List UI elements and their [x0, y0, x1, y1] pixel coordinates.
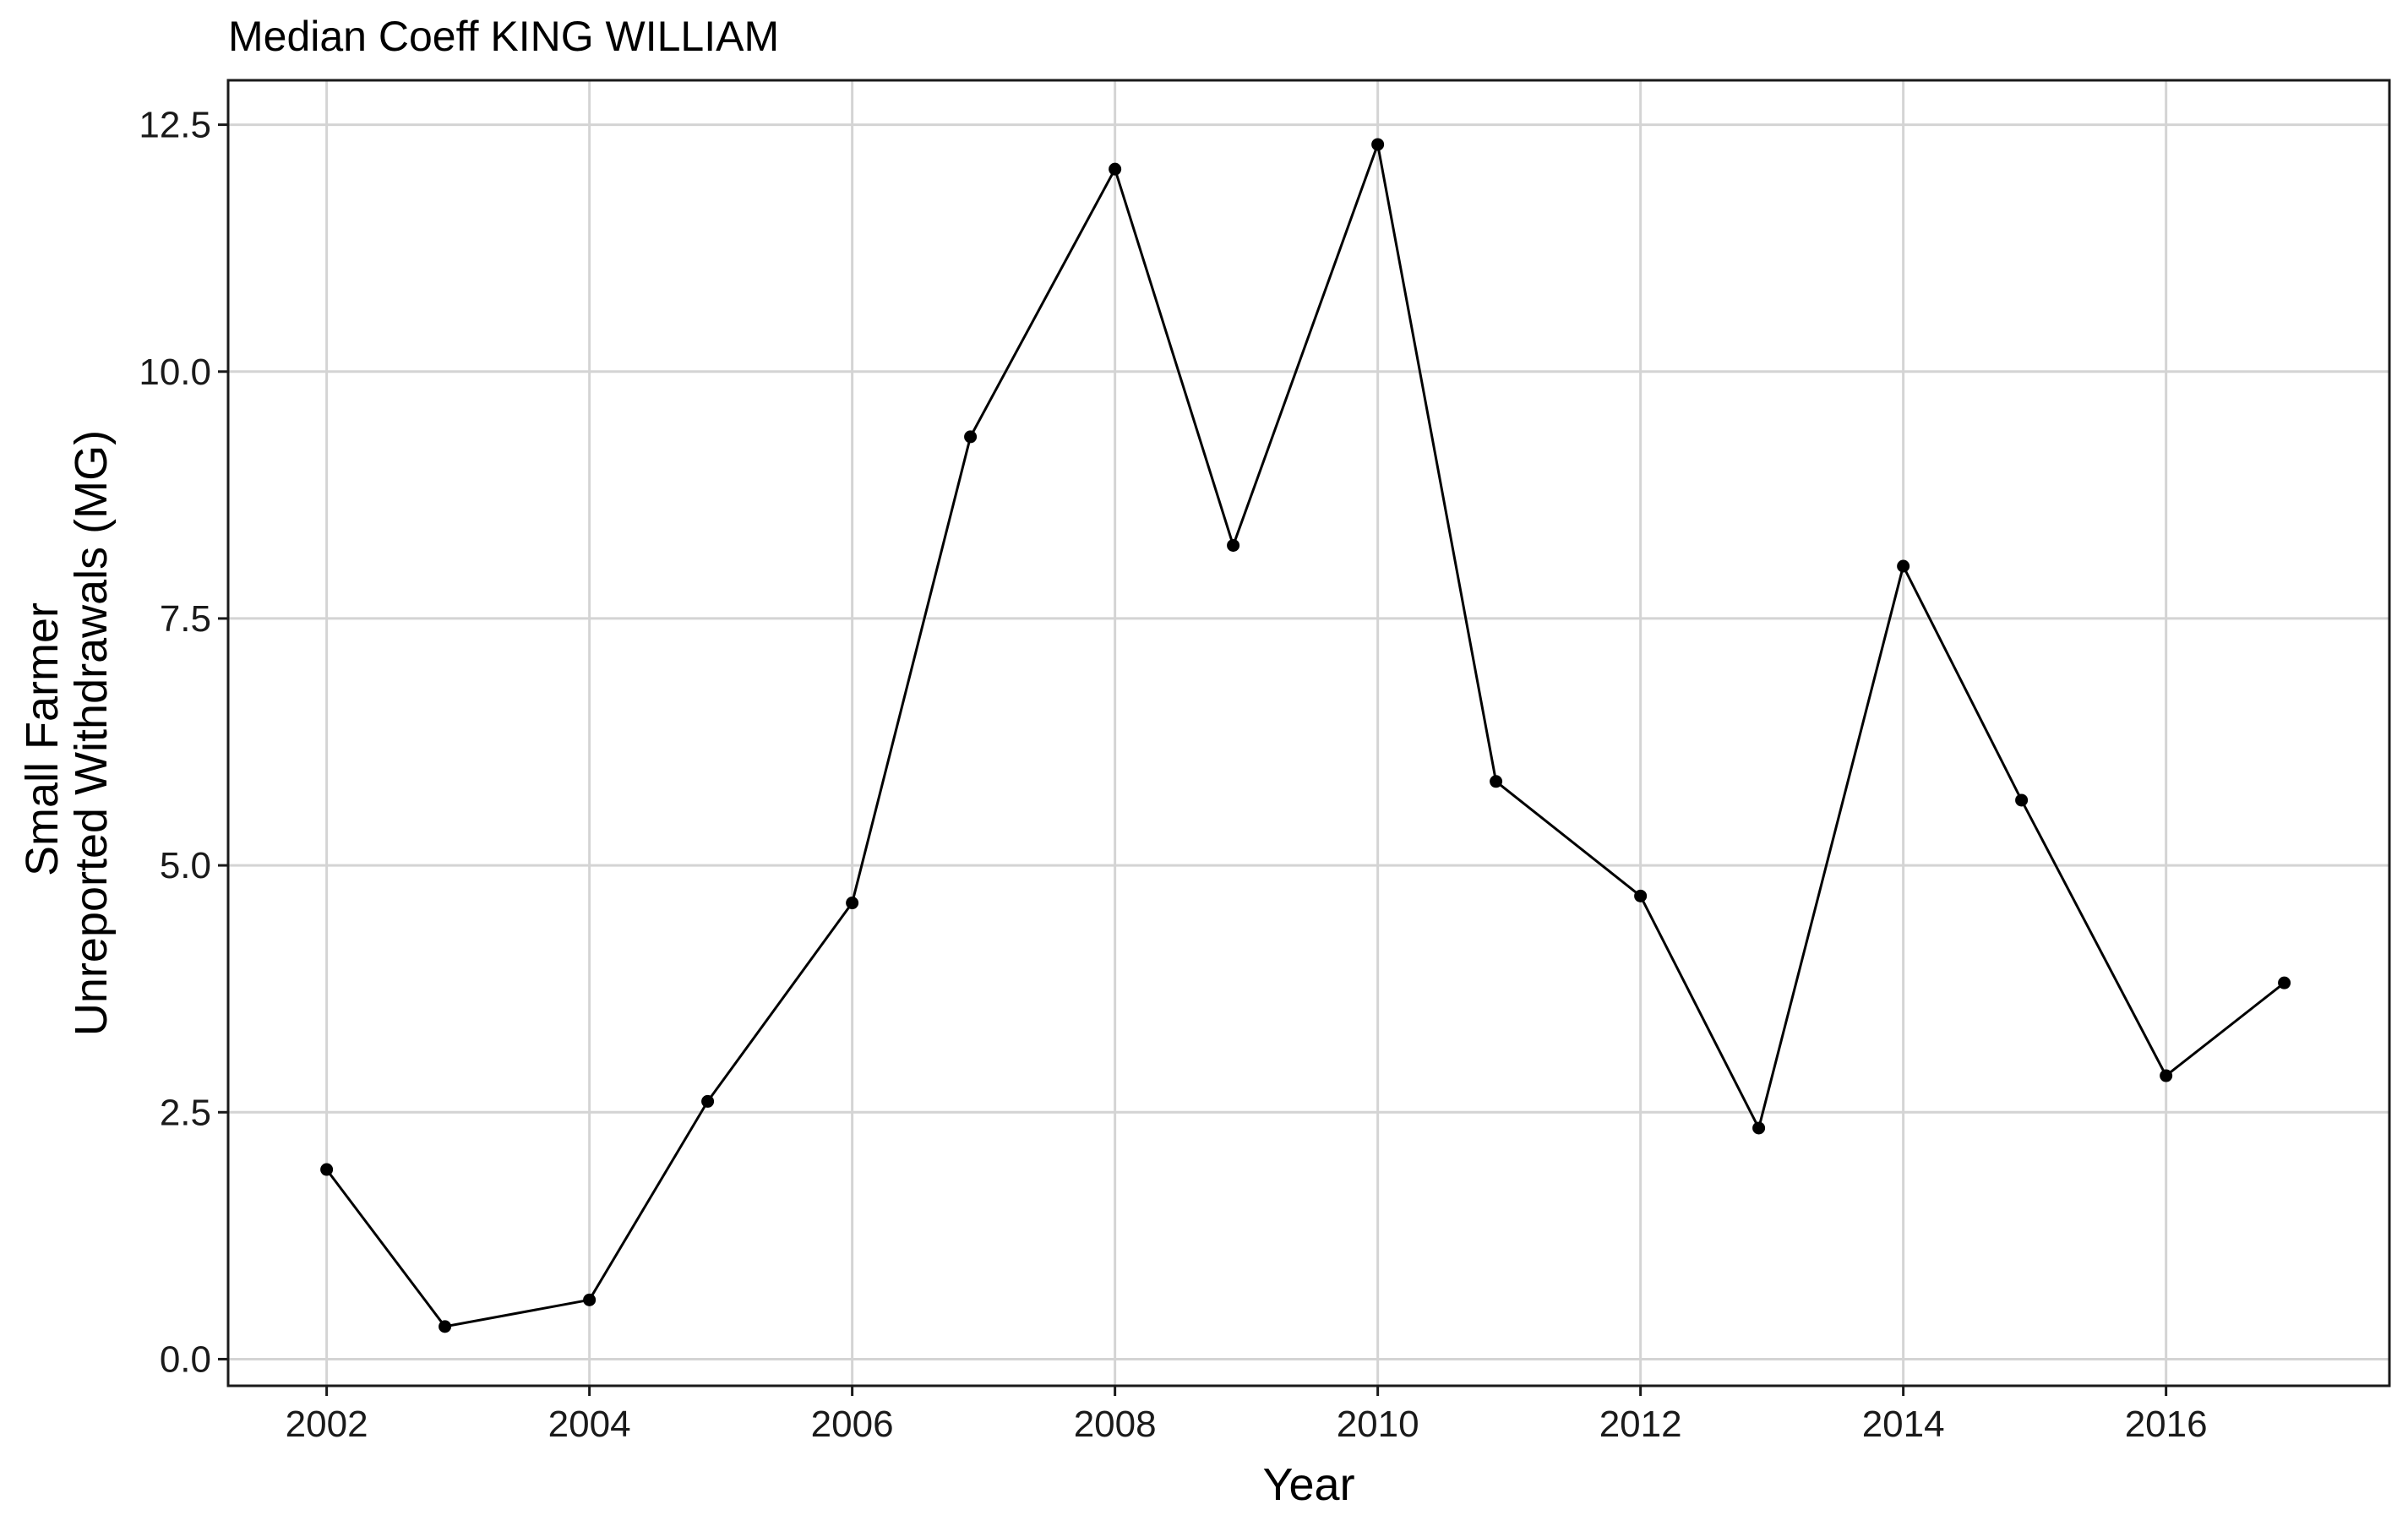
y-tick-label: 5.0 — [160, 845, 211, 886]
series-line — [325, 139, 2285, 1328]
axes: 2002 2004 2006 2008 2010 2012 2014 2016 0.0 2.5 5.… — [139, 105, 2207, 1445]
x-tick-label: 2004 — [548, 1404, 631, 1445]
data-point — [1490, 775, 1503, 788]
data-point — [1109, 162, 1122, 176]
x-axis-title: Year — [1262, 1459, 1354, 1510]
data-point — [2015, 793, 2029, 807]
data-point — [2160, 1069, 2173, 1082]
y-tick-label: 7.5 — [160, 598, 211, 640]
data-point — [964, 430, 978, 444]
data-point — [1371, 138, 1385, 151]
y-tick-label: 2.5 — [160, 1092, 211, 1133]
y-tick-label: 10.0 — [139, 352, 211, 393]
x-tick-label: 2010 — [1337, 1404, 1419, 1445]
x-tick-label: 2002 — [286, 1404, 368, 1445]
data-point — [1634, 889, 1648, 902]
y-tick-label: 0.0 — [160, 1338, 211, 1380]
series-layer — [320, 138, 2291, 1333]
data-point — [701, 1094, 715, 1108]
data-point — [583, 1293, 597, 1306]
x-tick-label: 2012 — [1599, 1404, 1682, 1445]
y-axis-title-line-2: Unreported Withdrawals (MG) — [66, 430, 117, 1036]
y-tick-label: 12.5 — [139, 105, 211, 146]
data-point — [2278, 976, 2291, 989]
plot-panel — [226, 79, 2391, 1387]
data-point — [1897, 559, 1910, 573]
x-tick-label: 2014 — [1862, 1404, 1945, 1445]
grid — [228, 80, 2389, 1386]
x-tick-label: 2008 — [1074, 1404, 1157, 1445]
data-point — [439, 1320, 452, 1333]
x-tick-label: 2016 — [2125, 1404, 2208, 1445]
y-axis-title-line-1: Small Farmer — [17, 602, 68, 876]
data-point — [1752, 1121, 1766, 1135]
data-point — [320, 1163, 334, 1176]
data-point — [846, 897, 859, 910]
y-axis-title: Small Farmer Unreported Withdrawals (MG) — [17, 430, 117, 1036]
x-tick-label: 2006 — [811, 1404, 894, 1445]
data-point — [1227, 538, 1240, 552]
chart-title: Median Coeff KING WILLIAM — [228, 13, 779, 60]
